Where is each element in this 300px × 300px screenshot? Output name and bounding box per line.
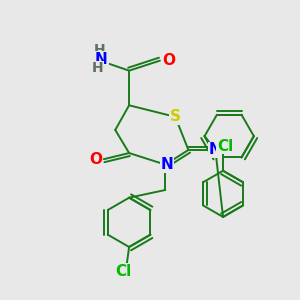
Text: N: N: [160, 157, 173, 172]
Text: N: N: [209, 142, 222, 158]
Text: H: H: [92, 61, 103, 75]
Text: N: N: [94, 52, 107, 67]
Text: S: S: [170, 109, 181, 124]
Text: H: H: [94, 43, 106, 57]
Text: Cl: Cl: [115, 264, 131, 279]
Text: H: H: [92, 44, 104, 58]
Text: Cl: Cl: [217, 139, 233, 154]
Text: O: O: [89, 152, 103, 167]
Text: N: N: [95, 53, 108, 68]
Text: O: O: [163, 53, 176, 68]
